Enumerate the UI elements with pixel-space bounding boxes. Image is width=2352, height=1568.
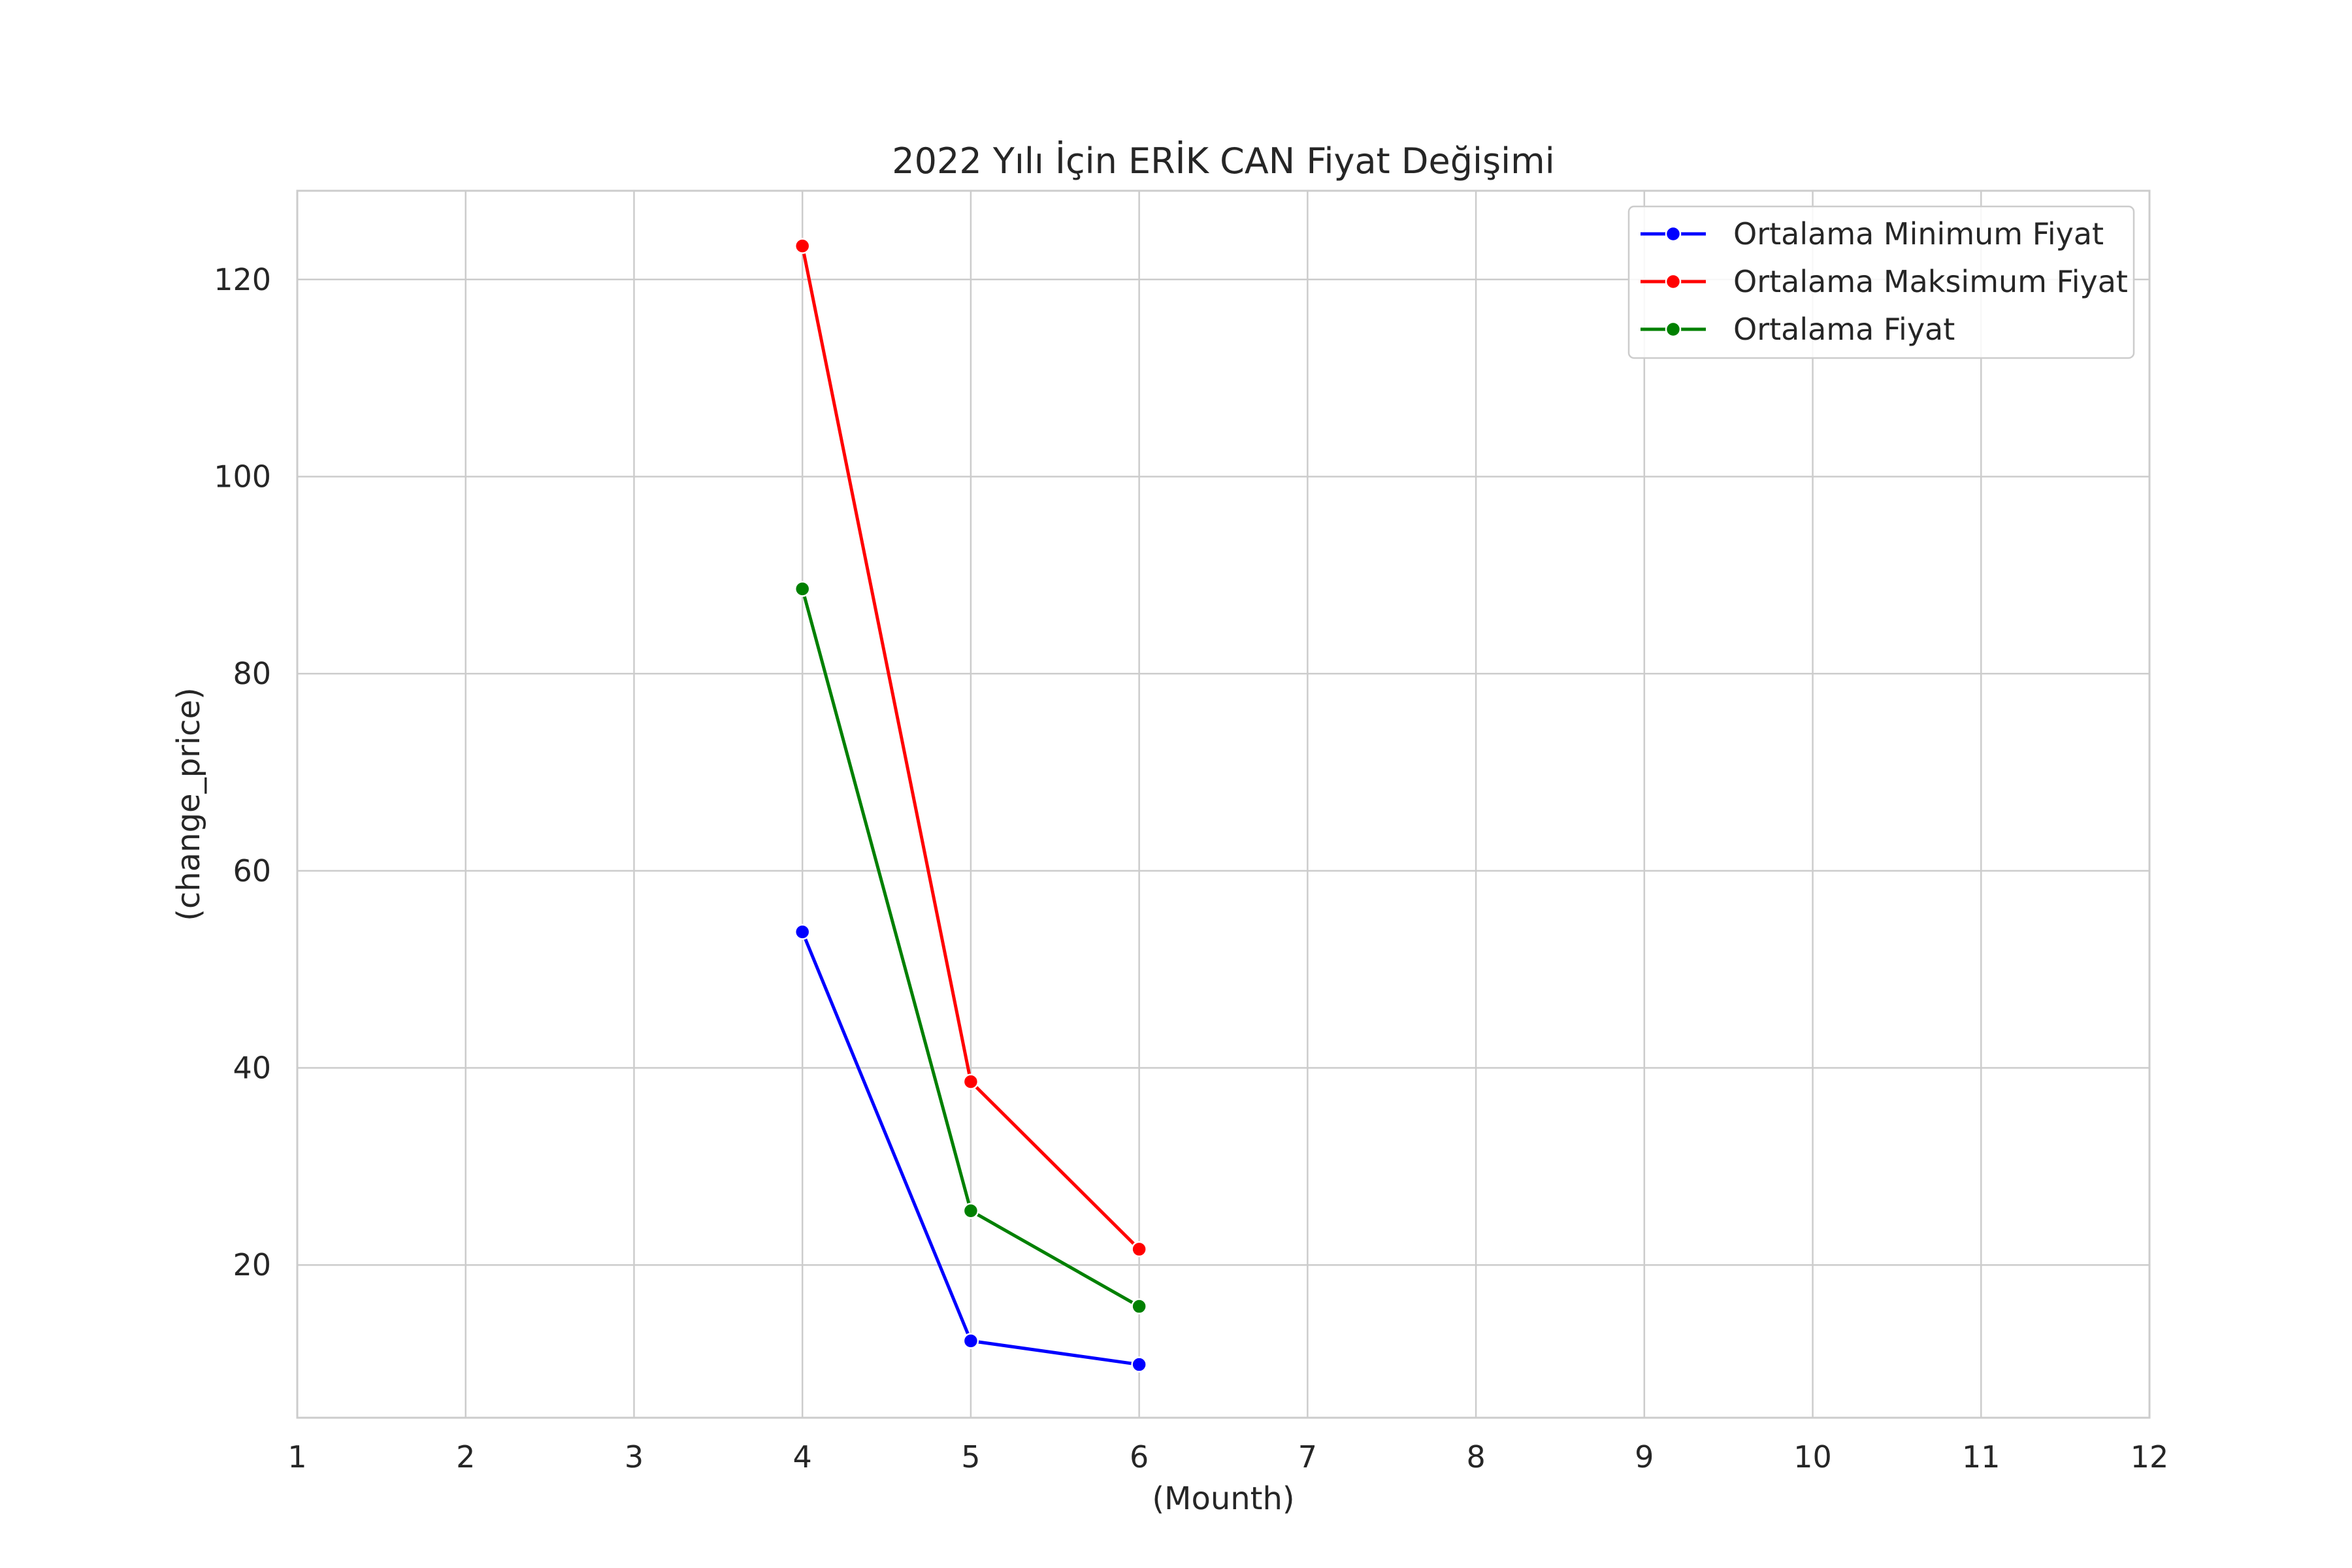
legend-label: Ortalama Maksimum Fiyat [1733,264,2128,299]
data-point [1131,1356,1147,1373]
grid [296,191,2151,1418]
data-point [1131,1298,1147,1315]
y-tick-label: 40 [233,1051,271,1086]
x-tick-label: 4 [793,1439,812,1475]
legend-swatch-marker [1665,225,1682,242]
legend-swatch-marker [1665,273,1682,290]
legend-swatch-marker [1665,321,1682,338]
series-ortalama-maksimum-fiyat [794,238,1147,1258]
x-tick-label: 5 [961,1439,980,1475]
data-point [962,1073,979,1090]
x-tick-label: 9 [1635,1439,1654,1475]
series-ortalama-fiyat [794,581,1147,1315]
legend: Ortalama Minimum Fiyat Ortalama Maksimum … [1627,205,2135,359]
y-tick-label: 100 [214,459,271,494]
x-tick-label: 3 [625,1439,644,1475]
data-point [962,1333,979,1349]
y-tick-label: 60 [233,853,271,889]
series-layer [794,238,1147,1373]
legend-label: Ortalama Minimum Fiyat [1733,216,2104,252]
data-point [1131,1241,1147,1258]
y-tick-label: 120 [214,262,271,297]
y-tick-label: 20 [233,1247,271,1282]
legend-box [1627,205,2135,359]
data-point [962,1202,979,1219]
y-tick-label: 80 [233,656,271,691]
x-tick-label: 11 [1962,1439,2001,1475]
x-axis-label: (Mounth) [1152,1480,1294,1517]
x-tick-label: 8 [1466,1439,1485,1475]
legend-item: Ortalama Maksimum Fiyat [1641,264,2128,299]
legend-item: Ortalama Fiyat [1641,312,1955,347]
x-tick-label: 7 [1298,1439,1317,1475]
data-point [794,924,811,940]
plot-area-frame [296,189,2151,1419]
series-ortalama-minimum-fiyat [794,924,1147,1373]
x-tick-label: 10 [1793,1439,1832,1475]
x-tick-label: 2 [456,1439,475,1475]
data-point [794,581,811,597]
x-tick-label: 12 [2131,1439,2169,1475]
y-axis-label: (change_price) [171,687,207,921]
data-point [794,238,811,254]
chart-title: 2022 Yılı İçin ERİK CAN Fiyat Değişimi [892,140,1554,182]
legend-label: Ortalama Fiyat [1733,312,1955,347]
x-tick-label: 6 [1130,1439,1149,1475]
legend-item: Ortalama Minimum Fiyat [1641,216,2104,252]
x-tick-label: 1 [287,1439,306,1475]
